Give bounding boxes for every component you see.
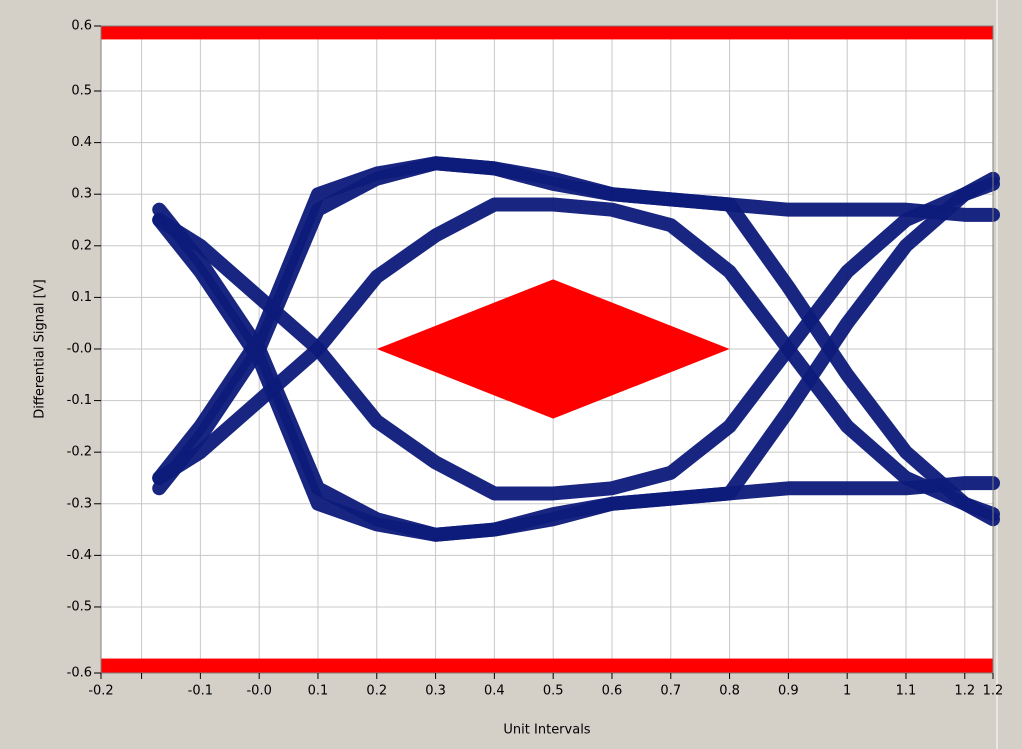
eye-trace xyxy=(152,197,1000,522)
x-tick-label: -0.0 xyxy=(246,684,271,699)
y-tick-label: 0.2 xyxy=(71,238,92,253)
x-axis-label: Unit Intervals xyxy=(503,723,590,738)
y-tick-label: 0.6 xyxy=(71,19,92,34)
y-tick-label: -0.2 xyxy=(67,445,92,460)
eye-trace xyxy=(152,212,1000,542)
y-tick-label: -0.4 xyxy=(67,548,92,563)
mask-diamond xyxy=(376,279,730,419)
x-tick-label: 0.7 xyxy=(660,684,681,699)
x-tick-label: 0.9 xyxy=(778,684,799,699)
y-tick-label: 0.3 xyxy=(71,187,92,202)
y-tick-label: 0.5 xyxy=(71,84,92,99)
plot-border xyxy=(100,25,994,674)
x-tick-label: 0.8 xyxy=(719,684,740,699)
y-tick-label: -0.3 xyxy=(67,496,92,511)
x-tick-label: 0.5 xyxy=(543,684,564,699)
eye-trace xyxy=(152,156,1000,485)
x-tick-label: 1.1 xyxy=(896,684,917,699)
x-tick-label: 0.2 xyxy=(366,684,387,699)
y-tick-label: -0.1 xyxy=(67,393,92,408)
mask-upper xyxy=(101,26,993,40)
x-tick-label: 1.2 xyxy=(954,684,975,699)
x-tick-label: 0.6 xyxy=(602,684,623,699)
y-tick-label: -0.5 xyxy=(67,599,92,614)
y-tick-label: 0.1 xyxy=(71,290,92,305)
x-tick-label: 0.3 xyxy=(425,684,446,699)
x-tick-label: -0.1 xyxy=(188,684,213,699)
y-tick-label: -0.6 xyxy=(67,666,92,681)
y-tick-label: -0.0 xyxy=(67,341,92,356)
x-tick-label: 1.2 xyxy=(983,684,1004,699)
eye-trace xyxy=(152,176,1000,501)
scroll-edge xyxy=(997,0,1022,749)
x-tick-label: -0.2 xyxy=(88,684,113,699)
x-tick-label: 0.4 xyxy=(484,684,505,699)
y-tick-label: 0.4 xyxy=(71,135,92,150)
mask-lower xyxy=(101,658,993,673)
x-tick-label: 0.1 xyxy=(308,684,329,699)
x-tick-label: 1 xyxy=(843,684,851,699)
y-axis-label: Differential Signal [V] xyxy=(33,279,48,418)
